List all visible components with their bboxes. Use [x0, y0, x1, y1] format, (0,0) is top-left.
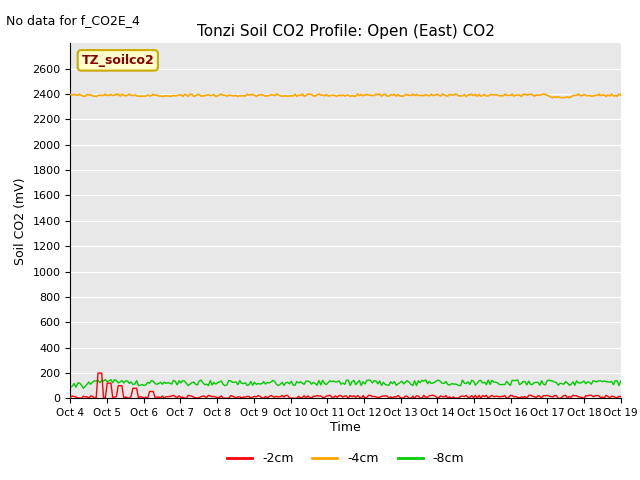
Title: Tonzi Soil CO2 Profile: Open (East) CO2: Tonzi Soil CO2 Profile: Open (East) CO2 [196, 24, 495, 39]
Text: No data for f_CO2E_4: No data for f_CO2E_4 [6, 14, 140, 27]
Y-axis label: Soil CO2 (mV): Soil CO2 (mV) [14, 177, 27, 264]
Legend: -2cm, -4cm, -8cm: -2cm, -4cm, -8cm [222, 447, 469, 470]
X-axis label: Time: Time [330, 421, 361, 434]
Text: TZ_soilco2: TZ_soilco2 [81, 54, 154, 67]
